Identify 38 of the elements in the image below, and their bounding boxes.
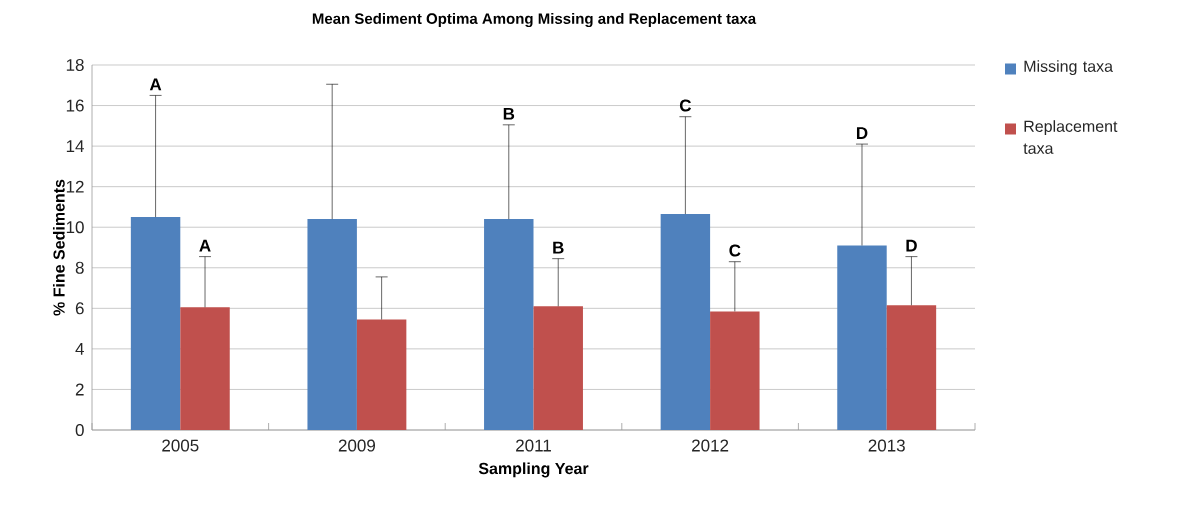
y-tick-label: 4 <box>75 343 84 355</box>
y-axis-title: % Fine Sediments <box>52 179 65 316</box>
y-tick-label: 18 <box>66 58 84 72</box>
x-tick-label: 2013 <box>868 439 905 452</box>
chart-title: Mean Sediment Optima Among Missing and Replacement taxa <box>312 12 757 28</box>
annotation: A <box>149 78 162 91</box>
annotation: D <box>856 127 868 139</box>
y-tick-label: 16 <box>66 99 84 112</box>
bar <box>710 311 760 430</box>
annotation: B <box>553 241 564 254</box>
y-tick-label: 0 <box>75 423 84 437</box>
y-tick-label: 12 <box>66 180 84 193</box>
annotation: B <box>503 107 515 120</box>
y-tick-label: 8 <box>75 261 84 274</box>
annotation: C <box>679 99 692 112</box>
annotation: D <box>906 239 917 252</box>
x-axis-title: Sampling Year <box>478 462 589 478</box>
bar <box>307 219 357 430</box>
legend-label: Missing taxa <box>1024 60 1114 76</box>
bar <box>533 306 583 430</box>
x-tick-label: 2011 <box>516 439 551 452</box>
bar <box>130 217 181 430</box>
annotation: A <box>199 239 211 252</box>
bar <box>356 319 407 430</box>
annotation: C <box>729 244 741 257</box>
x-tick-label: 2012 <box>692 439 729 452</box>
bar <box>886 305 937 430</box>
y-tick-label: 2 <box>75 383 84 396</box>
bar <box>484 219 534 430</box>
x-tick-label: 2009 <box>338 439 376 452</box>
y-tick-label: 10 <box>66 221 84 234</box>
bar <box>660 214 711 430</box>
y-tick-label: 6 <box>75 302 84 315</box>
legend-label: Replacement taxa <box>1023 120 1118 154</box>
y-tick-label: 14 <box>66 140 84 152</box>
bar <box>180 307 230 430</box>
x-tick-label: 2005 <box>162 439 199 452</box>
bar <box>837 245 887 430</box>
